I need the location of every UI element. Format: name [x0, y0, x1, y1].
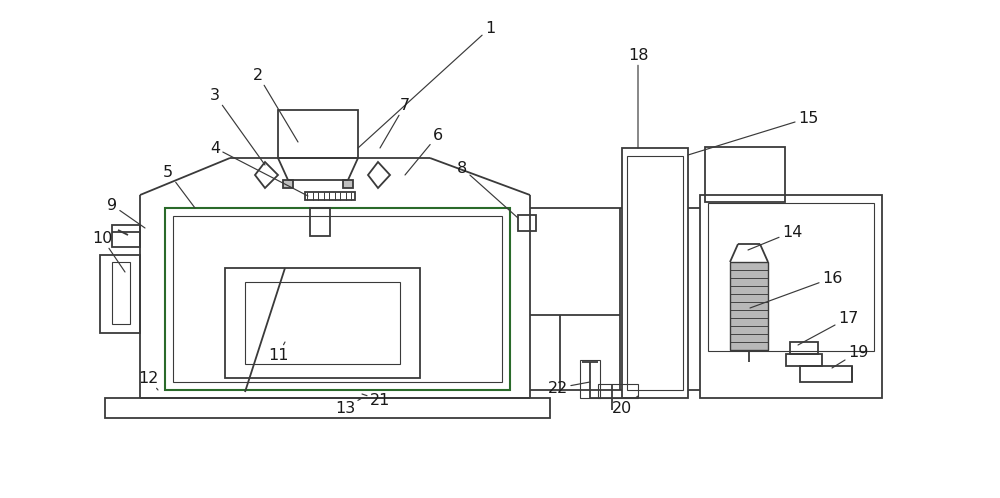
Text: 8: 8	[457, 160, 518, 218]
Text: 6: 6	[405, 127, 443, 175]
Bar	[112, 225, 140, 247]
Bar	[730, 302, 768, 309]
Text: 20: 20	[612, 396, 638, 415]
Text: 11: 11	[268, 342, 288, 363]
Bar	[105, 398, 550, 418]
Bar	[305, 192, 355, 200]
Text: 15: 15	[688, 111, 818, 155]
Bar	[622, 148, 688, 398]
Bar	[730, 262, 768, 350]
Text: 18: 18	[628, 47, 648, 148]
Bar	[730, 294, 768, 301]
Bar	[627, 156, 683, 390]
Bar	[730, 278, 768, 285]
Text: 12: 12	[138, 371, 158, 390]
Bar	[310, 208, 330, 236]
Bar	[730, 326, 768, 334]
Text: 2: 2	[253, 68, 298, 142]
Bar	[800, 366, 852, 382]
Bar	[245, 282, 400, 364]
Text: 10: 10	[92, 231, 125, 272]
Bar	[343, 180, 353, 188]
Bar	[598, 384, 638, 398]
Bar	[705, 147, 785, 202]
Text: 14: 14	[748, 225, 802, 250]
Bar	[165, 208, 510, 390]
Bar	[518, 215, 536, 231]
Bar	[730, 270, 768, 277]
Text: 16: 16	[750, 270, 842, 308]
Bar	[708, 203, 874, 351]
Bar	[278, 110, 358, 158]
Bar	[283, 180, 293, 188]
Bar	[730, 310, 768, 318]
Bar	[730, 342, 768, 350]
Bar	[100, 255, 140, 333]
Text: 17: 17	[798, 310, 858, 345]
Text: 22: 22	[548, 380, 590, 395]
Text: 9: 9	[107, 198, 145, 228]
Text: 19: 19	[832, 345, 868, 368]
Bar	[700, 195, 882, 398]
Bar	[225, 268, 420, 378]
Text: 1: 1	[358, 20, 495, 148]
Bar	[173, 216, 502, 382]
Bar	[786, 354, 822, 366]
Bar	[730, 318, 768, 326]
Bar	[730, 262, 768, 269]
Text: 4: 4	[210, 140, 308, 196]
Text: 21: 21	[362, 392, 390, 407]
Bar	[730, 286, 768, 293]
Text: 13: 13	[335, 398, 362, 415]
Bar	[790, 342, 818, 354]
Bar	[112, 262, 130, 324]
Text: 7: 7	[380, 98, 410, 148]
Text: 3: 3	[210, 88, 265, 165]
Text: 5: 5	[163, 164, 195, 208]
Bar	[730, 334, 768, 342]
Bar	[580, 360, 600, 398]
